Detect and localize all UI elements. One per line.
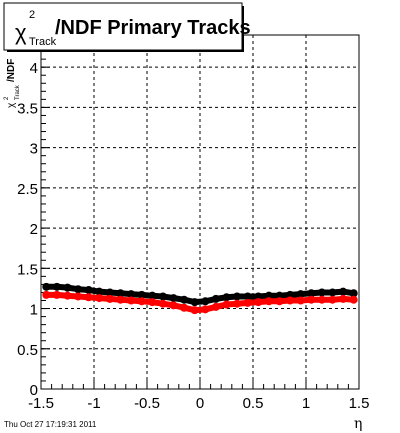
data-point [264,291,273,300]
data-point [116,295,125,304]
data-point [296,290,305,299]
data-point [254,292,263,301]
data-point [42,282,51,291]
x-axis-title: η [354,416,362,432]
data-point [169,294,178,303]
data-point [74,285,83,294]
title-chi: χ [15,20,27,45]
data-point [180,303,189,312]
y-tick-label: 0.5 [17,342,38,359]
x-tick-label: -1 [87,395,100,412]
data-point [105,288,114,297]
x-tick-label: -0.5 [134,395,160,412]
data-point [307,295,316,304]
data-point [148,291,157,300]
svg-text:χ: χ [6,102,17,108]
data-point [169,301,178,310]
x-tick-labels: -1.5 -1 -0.5 0 0.5 1 1.5 [28,395,369,412]
data-point [148,298,157,307]
title-box: χ 2 Track /NDF Primary Tracks [3,2,251,52]
data-point [286,290,295,299]
y-axis-title: χ 2 Track /NDF [4,59,21,108]
data-point [339,287,348,296]
data-point [158,299,167,308]
data-point [233,292,242,301]
data-point [275,297,284,306]
data-point [339,294,348,303]
timestamp-label: Thu Oct 27 17:19:31 2011 [4,420,97,429]
data-point [233,299,242,308]
data-point [137,297,146,306]
data-point [211,294,220,303]
y-tick-label: 1.5 [17,261,38,278]
data-point [296,296,305,305]
axis-ticks [40,34,360,390]
data-point [222,300,231,309]
y-axis-title-sup: 2 [4,96,10,100]
data-point [222,293,231,302]
data-point [137,290,146,299]
title-subscript: Track [29,36,57,48]
y-tick-label: 4 [30,60,38,77]
data-point [158,292,167,301]
data-point [328,295,337,304]
series-0 [42,282,358,307]
y-axis-title-sub: Track [15,84,21,100]
x-tick-label: 1.5 [349,395,370,412]
x-tick-label: 1 [302,395,310,412]
y-axis-title-suffix: /NDF [6,59,17,82]
data-point [190,298,199,307]
data-point [127,296,136,305]
x-tick-label: -1.5 [28,395,54,412]
data-point [317,295,326,304]
data-point [42,290,51,299]
data-point [63,283,72,292]
y-tick-label: 1 [30,302,38,319]
data-point [95,287,104,296]
y-tick-labels: 0 0.5 1 1.5 2 2.5 3 3.5 4 [17,60,38,399]
data-point [211,302,220,311]
data-point [275,291,284,300]
x-tick-label: 0 [196,395,204,412]
data-point [95,294,104,303]
data-point [52,290,61,299]
data-point [201,305,210,314]
data-point [52,282,61,291]
y-tick-label: 0 [30,382,38,399]
series-1 [42,290,358,315]
data-point [190,306,199,315]
y-tick-label: 2 [30,221,38,238]
title-superscript: 2 [29,9,35,21]
data-point [116,289,125,298]
data-point [349,295,358,304]
chart-title: /NDF Primary Tracks [55,17,251,39]
data-point [105,294,114,303]
data-point [63,291,72,300]
data-point [286,296,295,305]
data-point [307,289,316,298]
x-tick-label: 0.5 [243,395,264,412]
data-point [84,286,93,295]
data-point [349,289,358,298]
y-tick-label: 2.5 [17,181,38,198]
y-tick-label: 3 [30,141,38,158]
data-series [42,282,358,315]
data-point [74,292,83,301]
data-point [127,290,136,299]
data-point [254,298,263,307]
data-point [328,288,337,297]
data-point [243,292,252,301]
grid-lines [41,35,359,389]
data-point [201,297,210,306]
data-point [317,288,326,297]
y-tick-label: 3.5 [17,100,38,117]
data-point [84,293,93,302]
data-point [264,297,273,306]
y-axis-title-chi: χ [6,102,17,108]
data-point [243,298,252,307]
data-point [180,295,189,304]
